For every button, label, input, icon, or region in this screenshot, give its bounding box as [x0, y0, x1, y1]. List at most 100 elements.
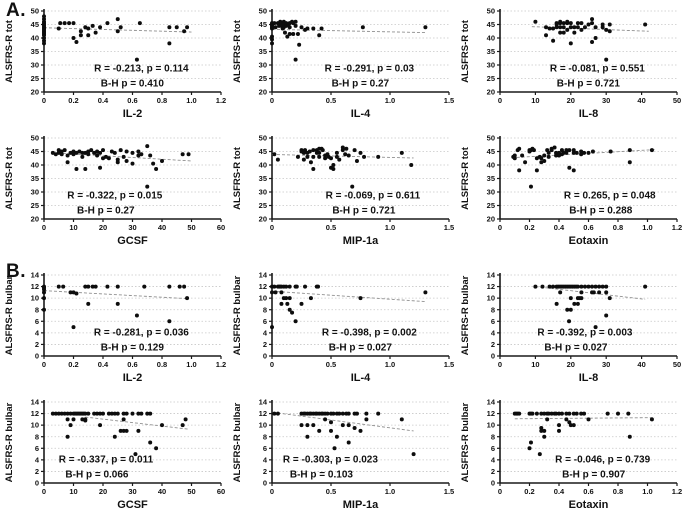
data-point — [571, 150, 576, 155]
y-tick-label: 25 — [487, 74, 495, 83]
data-point — [121, 417, 126, 422]
data-point — [567, 165, 572, 170]
data-point — [530, 411, 535, 416]
data-point — [352, 148, 357, 153]
y-tick-label: 35 — [487, 47, 495, 56]
data-point — [539, 428, 544, 433]
stats-bh: B-H p = 0.27 — [77, 205, 135, 216]
data-point — [512, 156, 517, 161]
stats-r-p: R = -0.069, p = 0.611 — [326, 190, 421, 201]
y-tick-label: 40 — [31, 34, 39, 43]
data-point — [331, 411, 336, 416]
data-point — [568, 296, 573, 301]
data-point — [90, 23, 95, 28]
stats-bh: B-H p = 0.721 — [557, 78, 621, 89]
data-point — [604, 290, 609, 295]
data-point — [557, 411, 561, 416]
y-tick-label: 8 — [491, 305, 495, 314]
data-point — [534, 411, 539, 416]
data-point — [539, 411, 544, 416]
y-tick-label: 8 — [491, 432, 495, 441]
data-point — [358, 150, 363, 155]
data-point — [311, 423, 316, 428]
data-point — [105, 21, 110, 26]
y-tick-label: 0 — [491, 352, 495, 361]
x-tick-label: 1.2 — [672, 487, 682, 496]
data-point — [551, 38, 556, 43]
x-tick-label: 0 — [498, 96, 502, 105]
data-point — [167, 41, 172, 46]
data-point — [593, 36, 598, 40]
data-point — [627, 148, 632, 153]
data-point — [118, 428, 123, 433]
data-point — [65, 160, 70, 165]
data-point — [649, 148, 654, 153]
data-point — [305, 423, 310, 428]
y-tick-label: 14 — [487, 271, 496, 280]
scatter-plot-tot-eotaxin: 20 25 30 35 40 45 50 0 0.2 0.4 0.6 0.8 1.0 1.2 R = 0.2… — [460, 134, 682, 247]
data-point — [552, 145, 557, 150]
data-point — [607, 29, 612, 34]
data-point — [148, 153, 153, 158]
y-tick-label: 6 — [263, 444, 267, 453]
y-tick-label: 30 — [31, 61, 39, 70]
data-point — [74, 167, 79, 172]
x-tick-label: 10 — [531, 96, 539, 105]
data-point — [593, 25, 598, 30]
x-tick-label: 1.5 — [444, 96, 454, 105]
data-point — [354, 158, 359, 163]
data-point — [294, 284, 299, 289]
data-point — [317, 154, 322, 159]
data-point — [582, 411, 587, 416]
scatter-plot-tot-il8: 20 25 30 35 40 45 50 0 10 20 30 40 50 R = -0.081, p =… — [460, 7, 681, 120]
y-tick-label: 2 — [491, 467, 495, 476]
stats-bh: B-H p = 0.907 — [562, 469, 626, 480]
scatter-plot-bulbar-gcsf: 0 2 4 6 8 10 12 14 0 10 20 30 40 50 60 R = -0.337, p = … — [4, 398, 225, 511]
x-tick-label: 0.8 — [613, 223, 623, 232]
x-tick-label: 1.0 — [385, 487, 395, 496]
data-point — [520, 153, 525, 158]
data-point — [542, 434, 547, 439]
data-point — [590, 284, 595, 289]
data-point — [558, 21, 563, 26]
data-point — [177, 284, 182, 289]
data-point — [311, 148, 316, 153]
x-tick-label: 10 — [69, 223, 77, 232]
scatter-panel-tot-il4: 20 25 30 35 40 45 50 0 0.5 1.0 1.5 R = -0.291, p = … — [228, 4, 456, 131]
data-point — [86, 301, 91, 306]
x-axis-title: Eotaxin — [569, 499, 609, 511]
data-point — [185, 25, 190, 30]
data-point — [331, 167, 336, 172]
data-point — [285, 34, 290, 39]
trendline — [43, 290, 189, 300]
data-point — [337, 411, 342, 416]
data-point — [67, 21, 72, 26]
data-point — [130, 161, 135, 166]
data-point — [270, 37, 274, 42]
data-point — [62, 148, 67, 153]
y-tick-label: 10 — [487, 421, 495, 430]
data-point — [549, 148, 554, 153]
data-point — [546, 154, 551, 159]
data-point — [346, 411, 351, 416]
x-tick-label: 0.2 — [524, 223, 534, 232]
x-tick-label: 20 — [99, 487, 107, 496]
data-point — [74, 291, 79, 296]
y-axis-title: ALSFRS-R bulbar — [4, 402, 15, 482]
data-point — [270, 41, 274, 46]
data-point — [558, 25, 563, 30]
x-tick-label: 50 — [673, 96, 681, 105]
y-tick-label: 6 — [263, 317, 267, 326]
data-point — [539, 426, 544, 431]
y-tick-label: 8 — [35, 432, 39, 441]
data-point — [130, 411, 135, 416]
data-point — [160, 423, 164, 428]
data-point — [59, 411, 64, 416]
data-point — [130, 150, 135, 155]
data-point — [626, 411, 631, 416]
data-point — [90, 284, 95, 289]
y-tick-label: 10 — [259, 294, 267, 303]
data-point — [148, 440, 153, 445]
y-tick-label: 25 — [259, 201, 267, 210]
data-point — [579, 21, 584, 26]
